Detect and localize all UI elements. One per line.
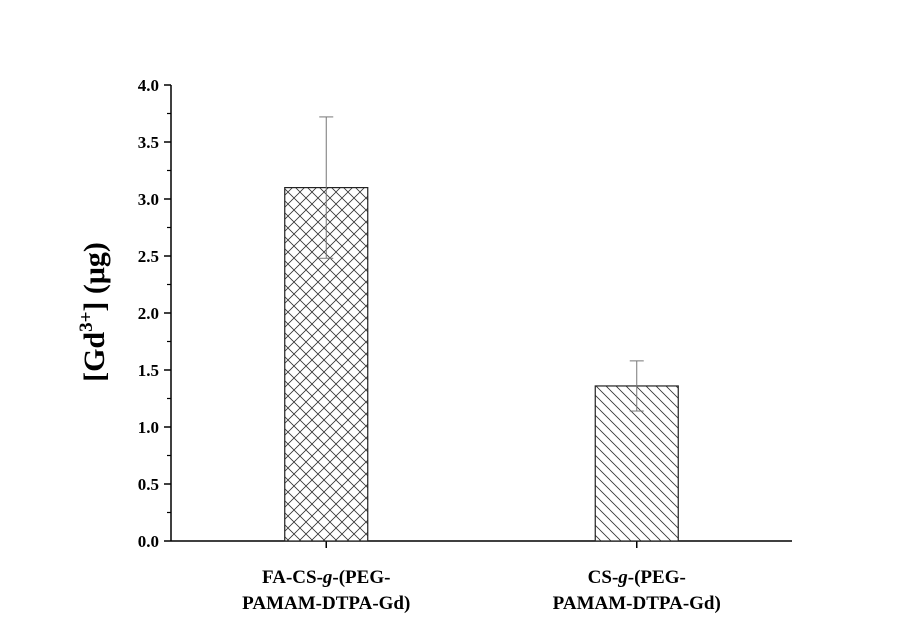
y-tick-label: 2.5 [138,247,159,266]
y-ticks: 0.0 0.5 1.0 1.5 2.0 2.5 3.0 3.5 4.0 [138,76,171,551]
x-axis [171,540,792,548]
category-label-line1: CS-g-(PEG- [588,567,686,588]
y-tick-label: 2.0 [138,304,159,323]
y-tick-label: 0.0 [138,532,159,551]
x-ticks [325,541,638,548]
y-tick-label: 0.5 [138,475,159,494]
y-tick-label: 1.5 [138,361,159,380]
y-axis-title: [Gd3+] (μg) [76,242,111,382]
category-label-line2: PAMAM-DTPA-Gd) [242,593,410,614]
category-labels: FA-CS-g-(PEG- PAMAM-DTPA-Gd) CS-g-(PEG- PAM… [242,567,721,614]
category-label-line1: FA-CS-g-(PEG- [262,567,390,588]
error-bars [319,116,644,412]
y-tick-label: 1.0 [138,418,159,437]
category-label-line2: PAMAM-DTPA-Gd) [553,593,721,614]
bars [284,187,679,542]
bar [594,385,679,542]
y-tick-label: 4.0 [138,76,159,95]
y-tick-label: 3.5 [138,133,159,152]
y-axis: 0.0 0.5 1.0 1.5 2.0 2.5 3.0 3.5 4.0 [138,76,172,551]
y-tick-label: 3.0 [138,190,159,209]
